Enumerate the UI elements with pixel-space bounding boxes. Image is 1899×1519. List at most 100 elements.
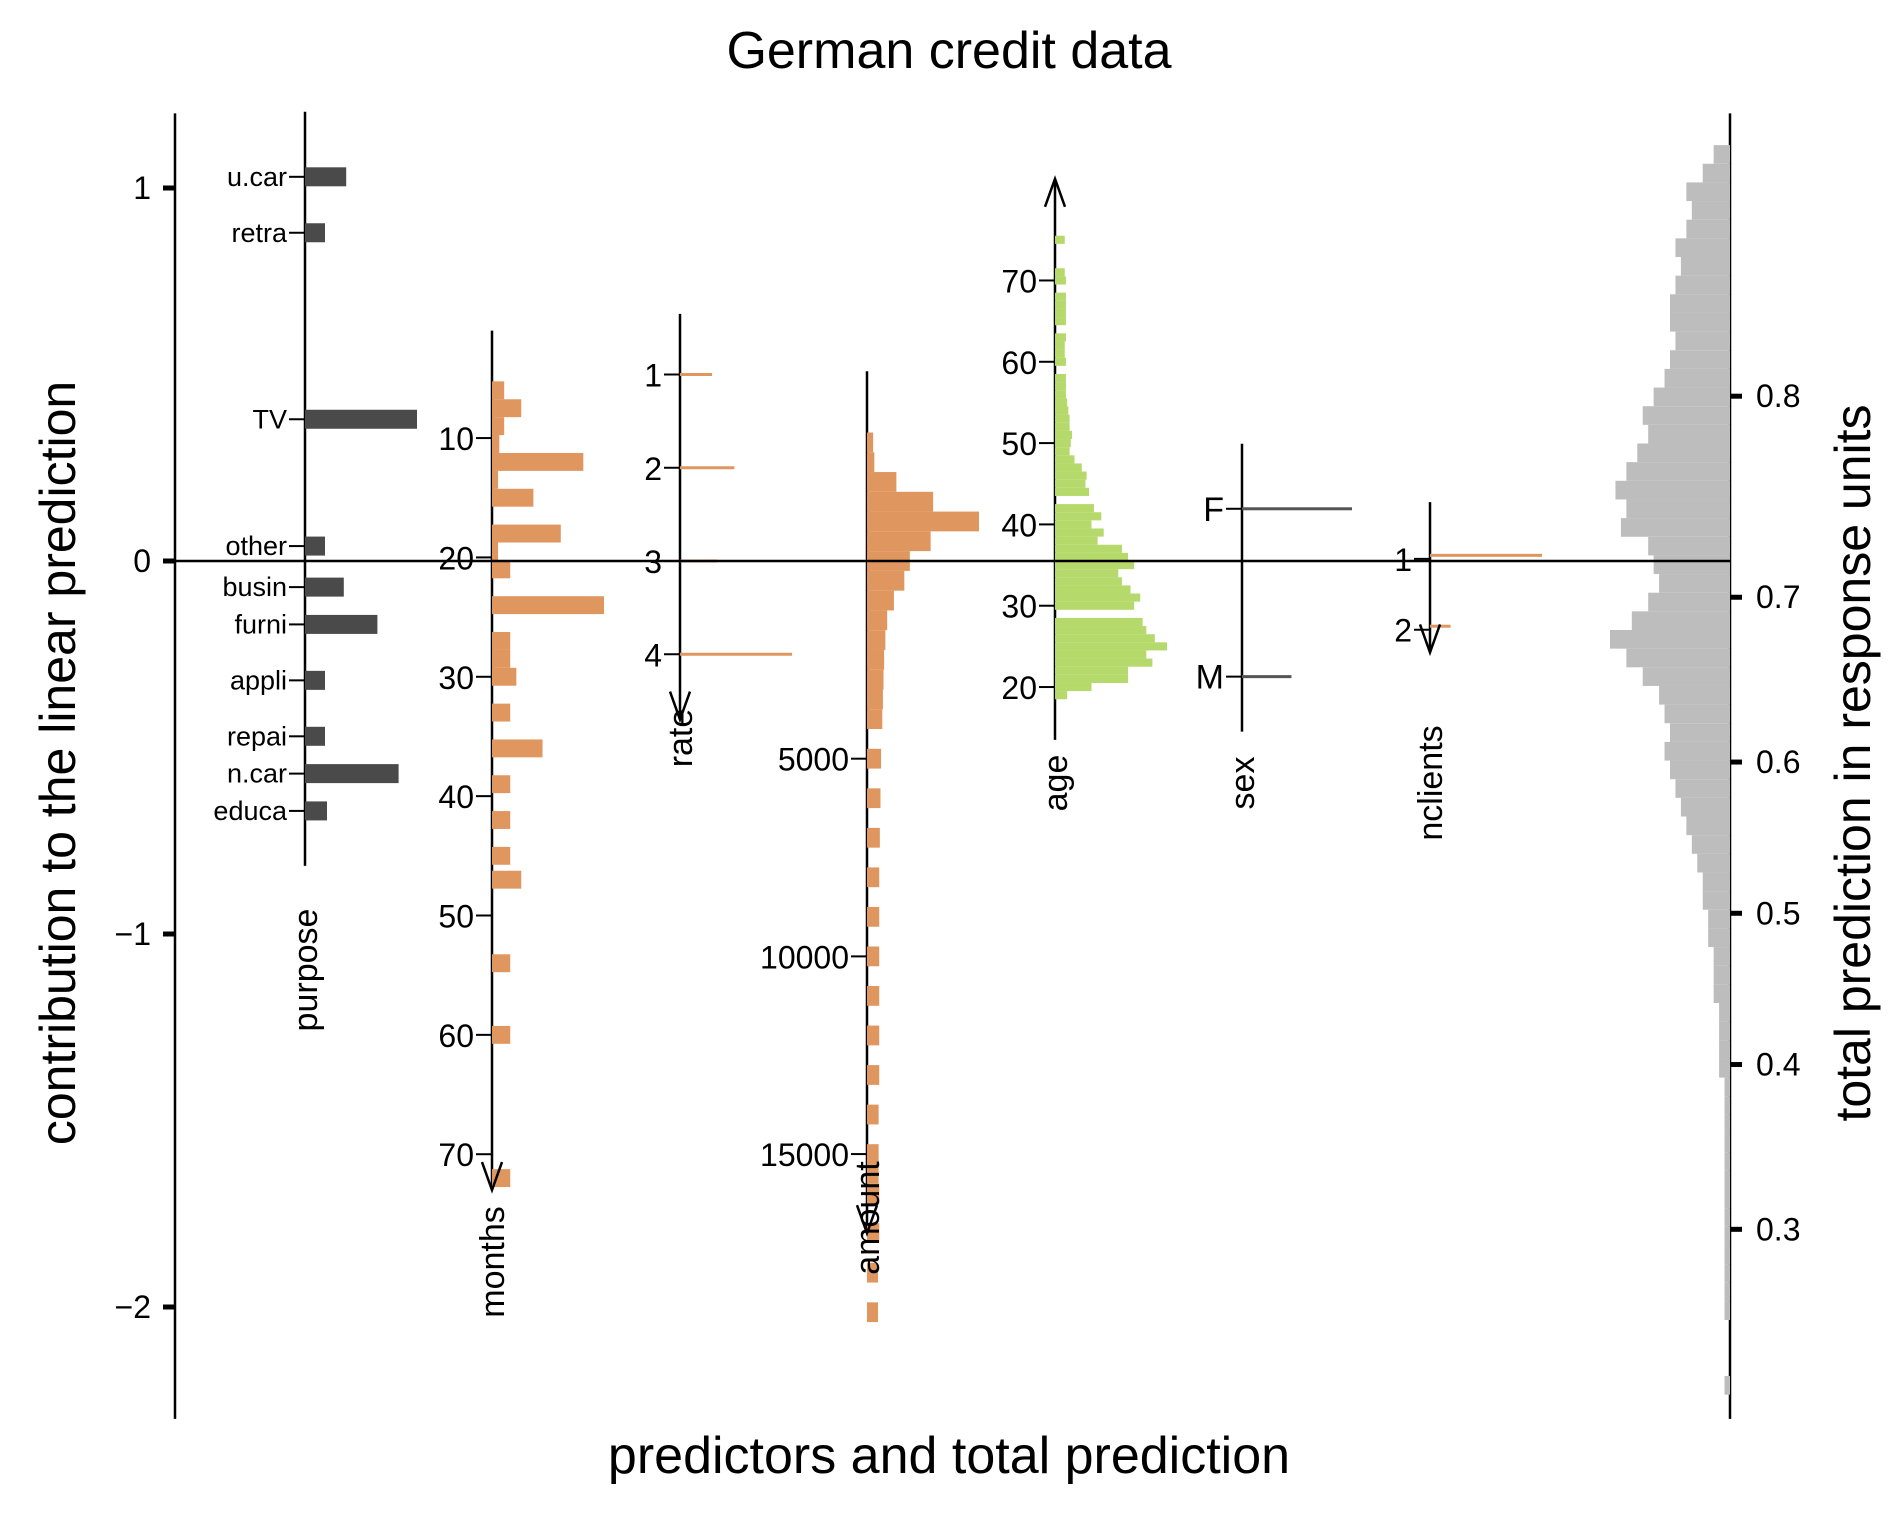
total-prediction-bar xyxy=(1648,424,1730,444)
frequency-bar xyxy=(867,1025,880,1046)
axis-tick-label: 70 xyxy=(438,1137,474,1173)
frequency-bar xyxy=(867,610,888,631)
frequency-bar xyxy=(867,946,880,967)
axis-tick-label: 50 xyxy=(438,898,474,934)
level-bar xyxy=(305,167,347,187)
frequency-bar xyxy=(492,775,511,794)
total-prediction-bar xyxy=(1675,779,1730,798)
frequency-bar xyxy=(1055,463,1082,472)
frequency-bar xyxy=(867,452,875,473)
frequency-bar xyxy=(1055,471,1087,480)
frequency-bar xyxy=(1430,553,1542,557)
frequency-bar xyxy=(1055,447,1070,456)
axis-tick-label: 70 xyxy=(1001,263,1037,299)
predictor-axis-label-rate: rate xyxy=(662,709,700,768)
frequency-bar xyxy=(1055,626,1147,635)
plot-area: 10−1−20.80.70.60.50.40.3u.carretraTVothe… xyxy=(115,111,1800,1419)
right-axis-tick-label: 0.5 xyxy=(1756,895,1800,931)
chart-title: German credit data xyxy=(726,22,1171,80)
axis-arrow-icon xyxy=(1418,624,1442,657)
level-bar xyxy=(1242,675,1292,679)
total-prediction-bar xyxy=(1653,387,1730,407)
frequency-bar xyxy=(1055,357,1066,366)
frequency-bar xyxy=(492,542,499,561)
frequency-bar xyxy=(680,466,735,470)
level-bar xyxy=(305,614,378,634)
frequency-bar xyxy=(1055,422,1070,431)
frequency-bar xyxy=(1055,317,1066,326)
frequency-bar xyxy=(867,1262,879,1283)
frequency-bar xyxy=(1055,682,1092,692)
predictor-axis-label-sex: sex xyxy=(1224,757,1262,810)
axis-tick-label: 60 xyxy=(438,1018,474,1054)
frequency-bar xyxy=(867,986,880,1006)
frequency-bar xyxy=(1055,479,1086,488)
total-prediction-bar xyxy=(1708,928,1730,948)
axis-tick-label: 5000 xyxy=(778,742,849,778)
frequency-bar xyxy=(867,570,905,591)
total-prediction-bar xyxy=(1659,685,1730,705)
predictor-axis-label-amount: amount xyxy=(849,1161,887,1275)
frequency-bar xyxy=(867,531,931,552)
predictor-axis-label-purpose: purpose xyxy=(287,909,325,1032)
frequency-bar xyxy=(1055,292,1066,301)
frequency-bar xyxy=(1055,235,1065,244)
total-prediction-bar xyxy=(1675,238,1730,258)
frequency-bar xyxy=(867,906,880,927)
frequency-bar xyxy=(1055,455,1075,464)
total-prediction-bar xyxy=(1670,723,1730,742)
frequency-bar xyxy=(867,1183,880,1204)
total-prediction-bar xyxy=(1610,630,1730,649)
level-bar xyxy=(305,764,399,784)
left-axis-tick-label: 0 xyxy=(133,543,151,579)
frequency-bar xyxy=(1055,561,1135,570)
total-prediction-bar xyxy=(1670,312,1730,332)
frequency-bar xyxy=(867,1163,879,1184)
total-prediction-bar xyxy=(1648,536,1730,556)
total-prediction-bar xyxy=(1719,1058,1730,1078)
frequency-bar xyxy=(1055,373,1066,383)
level-bar xyxy=(305,670,325,690)
frequency-bar xyxy=(492,452,584,471)
total-prediction-bar xyxy=(1724,1114,1730,1134)
frequency-bar xyxy=(1055,406,1069,415)
total-prediction-bar xyxy=(1724,1301,1730,1321)
axis-arrow-icon xyxy=(855,1204,879,1237)
total-prediction-bar xyxy=(1675,275,1730,295)
frequency-bar xyxy=(492,1025,511,1044)
frequency-bar xyxy=(1055,414,1070,423)
frequency-bar xyxy=(492,870,522,889)
frequency-bar xyxy=(1055,512,1102,521)
frequency-bar xyxy=(492,811,511,829)
total-prediction-bar xyxy=(1670,294,1730,313)
total-prediction-bar xyxy=(1713,947,1730,966)
axis-tick-label: 15000 xyxy=(760,1137,849,1173)
frequency-bar xyxy=(1055,569,1119,578)
total-prediction-bar xyxy=(1686,182,1730,202)
total-prediction-bar xyxy=(1719,1003,1730,1022)
total-prediction-bar xyxy=(1702,872,1730,892)
axis-arrow-icon xyxy=(668,691,692,724)
total-prediction-bar xyxy=(1724,1282,1730,1302)
total-prediction-bar xyxy=(1615,480,1730,500)
frequency-bar xyxy=(1055,308,1066,318)
total-prediction-bar xyxy=(1724,1170,1730,1190)
frequency-bar xyxy=(492,703,511,722)
frequency-bar xyxy=(492,488,534,507)
total-prediction-bar xyxy=(1642,406,1730,425)
frequency-bar xyxy=(867,649,885,670)
frequency-bar xyxy=(492,846,511,865)
level-label: educa xyxy=(213,796,288,826)
total-prediction-bar xyxy=(1637,443,1730,463)
total-prediction-bar xyxy=(1702,163,1730,183)
frequency-bar xyxy=(1055,536,1098,545)
total-prediction-bar xyxy=(1724,1189,1730,1209)
frequency-bar xyxy=(492,954,511,973)
frequency-bar xyxy=(1055,650,1147,659)
right-axis-tick-label: 0.8 xyxy=(1756,378,1800,414)
right-axis-label: total prediction in response units xyxy=(1825,404,1881,1121)
level-label: n.car xyxy=(227,759,287,789)
frequency-bar xyxy=(1055,504,1094,513)
frequency-bar xyxy=(1055,642,1167,651)
predictor-months: 10 20 30 40 50 60 70 xyxy=(438,330,604,1191)
